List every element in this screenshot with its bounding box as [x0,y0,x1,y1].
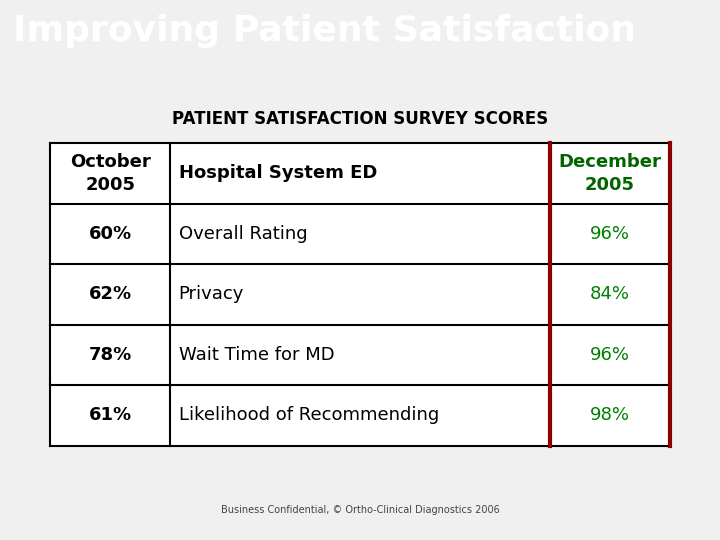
Text: 61%: 61% [89,406,132,424]
Text: October
2005: October 2005 [70,152,150,194]
Text: Likelihood of Recommending: Likelihood of Recommending [179,406,439,424]
Bar [50,143,170,204]
Bar [170,204,550,264]
Text: 96%: 96% [590,225,630,243]
Text: Hospital System ED: Hospital System ED [179,164,377,183]
Bar [50,385,170,446]
Text: 62%: 62% [89,285,132,303]
Bar [550,325,670,385]
Bar [170,143,550,204]
Text: December
2005: December 2005 [558,152,661,194]
Bar [50,325,170,385]
Text: Overall Rating: Overall Rating [179,225,307,243]
Bar [550,143,670,204]
Text: Privacy: Privacy [179,285,244,303]
Bar [170,385,550,446]
Bar [170,264,550,325]
Text: 84%: 84% [590,285,630,303]
Text: 96%: 96% [590,346,630,364]
Text: 78%: 78% [89,346,132,364]
Text: 60%: 60% [89,225,132,243]
Bar [50,204,170,264]
Text: Improving Patient Satisfaction: Improving Patient Satisfaction [13,14,636,48]
Bar [550,385,670,446]
Bar [550,264,670,325]
Bar [50,264,170,325]
Text: 98%: 98% [590,406,630,424]
Bar [550,204,670,264]
Text: Business Confidential, © Ortho-Clinical Diagnostics 2006: Business Confidential, © Ortho-Clinical … [220,505,500,515]
Bar [170,325,550,385]
Text: PATIENT SATISFACTION SURVEY SCORES: PATIENT SATISFACTION SURVEY SCORES [172,110,548,128]
Text: Wait Time for MD: Wait Time for MD [179,346,334,364]
